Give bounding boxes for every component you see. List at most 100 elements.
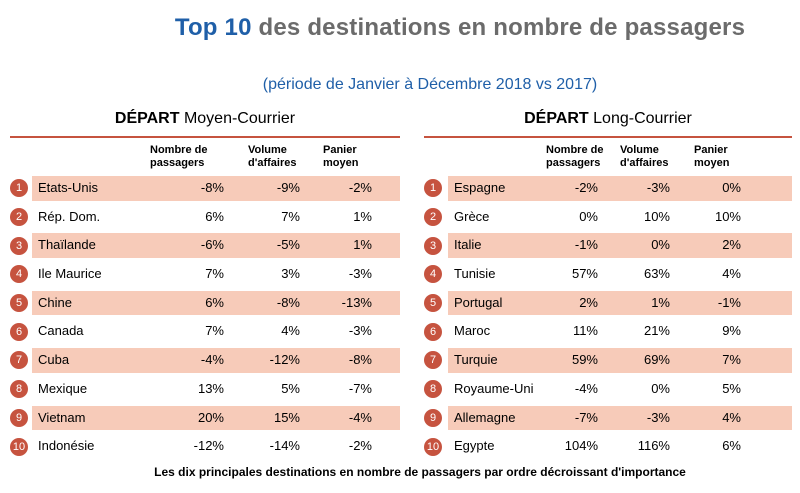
value-passagers: -8% <box>200 180 224 195</box>
row-shading <box>32 176 400 201</box>
rank-badge: 7 <box>10 351 28 370</box>
destination-name: Turquie <box>454 352 498 368</box>
value-volume: -12% <box>269 352 300 368</box>
table-long-courrier: DÉPART Long-Courrier Nombre de passagers… <box>424 108 792 461</box>
value-passagers: 7% <box>205 323 224 339</box>
value-volume: -3% <box>646 180 670 195</box>
table-title-bold: DÉPART <box>524 110 589 127</box>
value-volume: 5% <box>281 380 300 396</box>
rank-badge: 8 <box>10 380 28 399</box>
table-title: DÉPART Long-Courrier <box>424 108 792 130</box>
table-body: 1 Espagne -2% -3% 0% 2 Grèce 0% 10% 10% 3 Italie -1%… <box>424 174 792 461</box>
value-passagers: 20% <box>197 409 224 425</box>
value-panier: 7% <box>722 352 741 368</box>
rank-badge: 2 <box>10 208 28 227</box>
header-volume: Volume d'affaires <box>248 144 297 169</box>
value-panier: -1% <box>717 294 741 310</box>
destination-name: Grèce <box>454 208 490 224</box>
table-body: 1 Etats-Unis -8% -9% -2% 2 Rép. Dom. 6% 7% 1% 3 Tha… <box>10 174 400 461</box>
table-divider <box>10 136 400 138</box>
value-passagers: 6% <box>205 294 224 310</box>
table-title-rest: Moyen-Courrier <box>183 110 296 127</box>
rank-badge: 4 <box>10 265 28 284</box>
table-title-bold: DÉPART <box>114 110 180 127</box>
value-passagers: 7% <box>205 266 224 282</box>
rank-badge: 6 <box>10 322 28 341</box>
value-volume: 0% <box>651 237 670 253</box>
table-row: 5 Chine 6% -8% -13% <box>10 289 400 318</box>
destination-name: Tunisie <box>454 266 496 282</box>
header-passagers: Nombre de passagers <box>150 144 208 169</box>
value-volume: -14% <box>269 438 300 454</box>
value-passagers: 6% <box>205 208 224 224</box>
value-panier: -3% <box>348 266 372 282</box>
rank-badge: 6 <box>424 322 442 341</box>
table-row: 10 Egypte 104% 116% 6% <box>424 432 792 461</box>
value-passagers: -1% <box>574 237 598 253</box>
table-header: Nombre de passagers Volume d'affaires Pa… <box>10 138 400 174</box>
value-volume: -3% <box>646 409 670 425</box>
table-row: 3 Thaïlande -6% -5% 1% <box>10 231 400 260</box>
destination-name: Portugal <box>454 294 503 310</box>
value-volume: 4% <box>281 323 300 339</box>
value-passagers: 11% <box>572 323 598 339</box>
table-row: 3 Italie -1% 0% 2% <box>424 231 792 260</box>
value-passagers: -2% <box>574 180 598 195</box>
value-volume: 63% <box>643 266 670 282</box>
table-row: 2 Rép. Dom. 6% 7% 1% <box>10 203 400 232</box>
table-row: 1 Etats-Unis -8% -9% -2% <box>10 174 400 203</box>
table-row: 8 Mexique 13% 5% -7% <box>10 375 400 404</box>
destination-name: Allemagne <box>454 409 516 425</box>
value-passagers: 2% <box>579 294 598 310</box>
page-title: Top 10 des destinations en nombre de pas… <box>0 14 800 42</box>
value-volume: 10% <box>643 208 670 224</box>
table-row: 6 Maroc 11% 21% 9% <box>424 317 792 346</box>
destination-name: Italie <box>454 237 482 253</box>
table-row: 7 Turquie 59% 69% 7% <box>424 346 792 375</box>
value-panier: 4% <box>722 409 741 425</box>
destination-name: Vietnam <box>38 409 86 425</box>
destination-name: Egypte <box>454 438 495 454</box>
row-shading <box>448 348 792 373</box>
row-shading <box>448 176 792 201</box>
table-row: 8 Royaume-Uni -4% 0% 5% <box>424 375 792 404</box>
row-shading <box>448 290 792 316</box>
value-panier: 2% <box>722 237 741 253</box>
value-panier: -7% <box>348 380 372 396</box>
rank-badge: 9 <box>424 408 442 427</box>
rank-badge: 3 <box>10 236 28 255</box>
value-passagers: 104% <box>564 438 598 454</box>
value-panier: -2% <box>348 438 372 454</box>
value-panier: -4% <box>348 409 372 425</box>
value-volume: -9% <box>276 180 300 195</box>
value-volume: 3% <box>281 266 300 282</box>
table-row: 4 Ile Maurice 7% 3% -3% <box>10 260 400 289</box>
table-title: DÉPART Moyen-Courrier <box>10 108 400 130</box>
value-volume: 0% <box>651 380 670 396</box>
value-panier: 4% <box>722 266 741 282</box>
row-shading <box>32 348 400 373</box>
value-panier: 0% <box>722 180 741 195</box>
header-panier: Panier moyen <box>694 144 730 169</box>
table-row: 10 Indonésie -12% -14% -2% <box>10 432 400 461</box>
value-volume: 69% <box>643 352 670 368</box>
rank-badge: 1 <box>424 179 442 198</box>
value-passagers: 57% <box>571 266 598 282</box>
destination-name: Indonésie <box>38 438 95 454</box>
value-panier: 5% <box>722 380 741 396</box>
table-row: 2 Grèce 0% 10% 10% <box>424 203 792 232</box>
value-passagers: -12% <box>193 438 224 454</box>
rank-badge: 5 <box>10 294 28 313</box>
value-panier: 6% <box>722 438 741 454</box>
table-row: 7 Cuba -4% -12% -8% <box>10 346 400 375</box>
value-passagers: -6% <box>200 237 224 253</box>
value-volume: -8% <box>276 294 300 310</box>
value-passagers: -7% <box>574 409 598 425</box>
destination-name: Royaume-Uni <box>454 380 534 396</box>
destination-name: Cuba <box>38 352 70 368</box>
rank-badge: 2 <box>424 208 442 227</box>
rank-badge: 10 <box>424 437 442 456</box>
table-moyen-courrier: DÉPART Moyen-Courrier Nombre de passager… <box>10 108 400 461</box>
value-passagers: -4% <box>574 380 598 396</box>
rank-badge: 10 <box>10 437 28 456</box>
